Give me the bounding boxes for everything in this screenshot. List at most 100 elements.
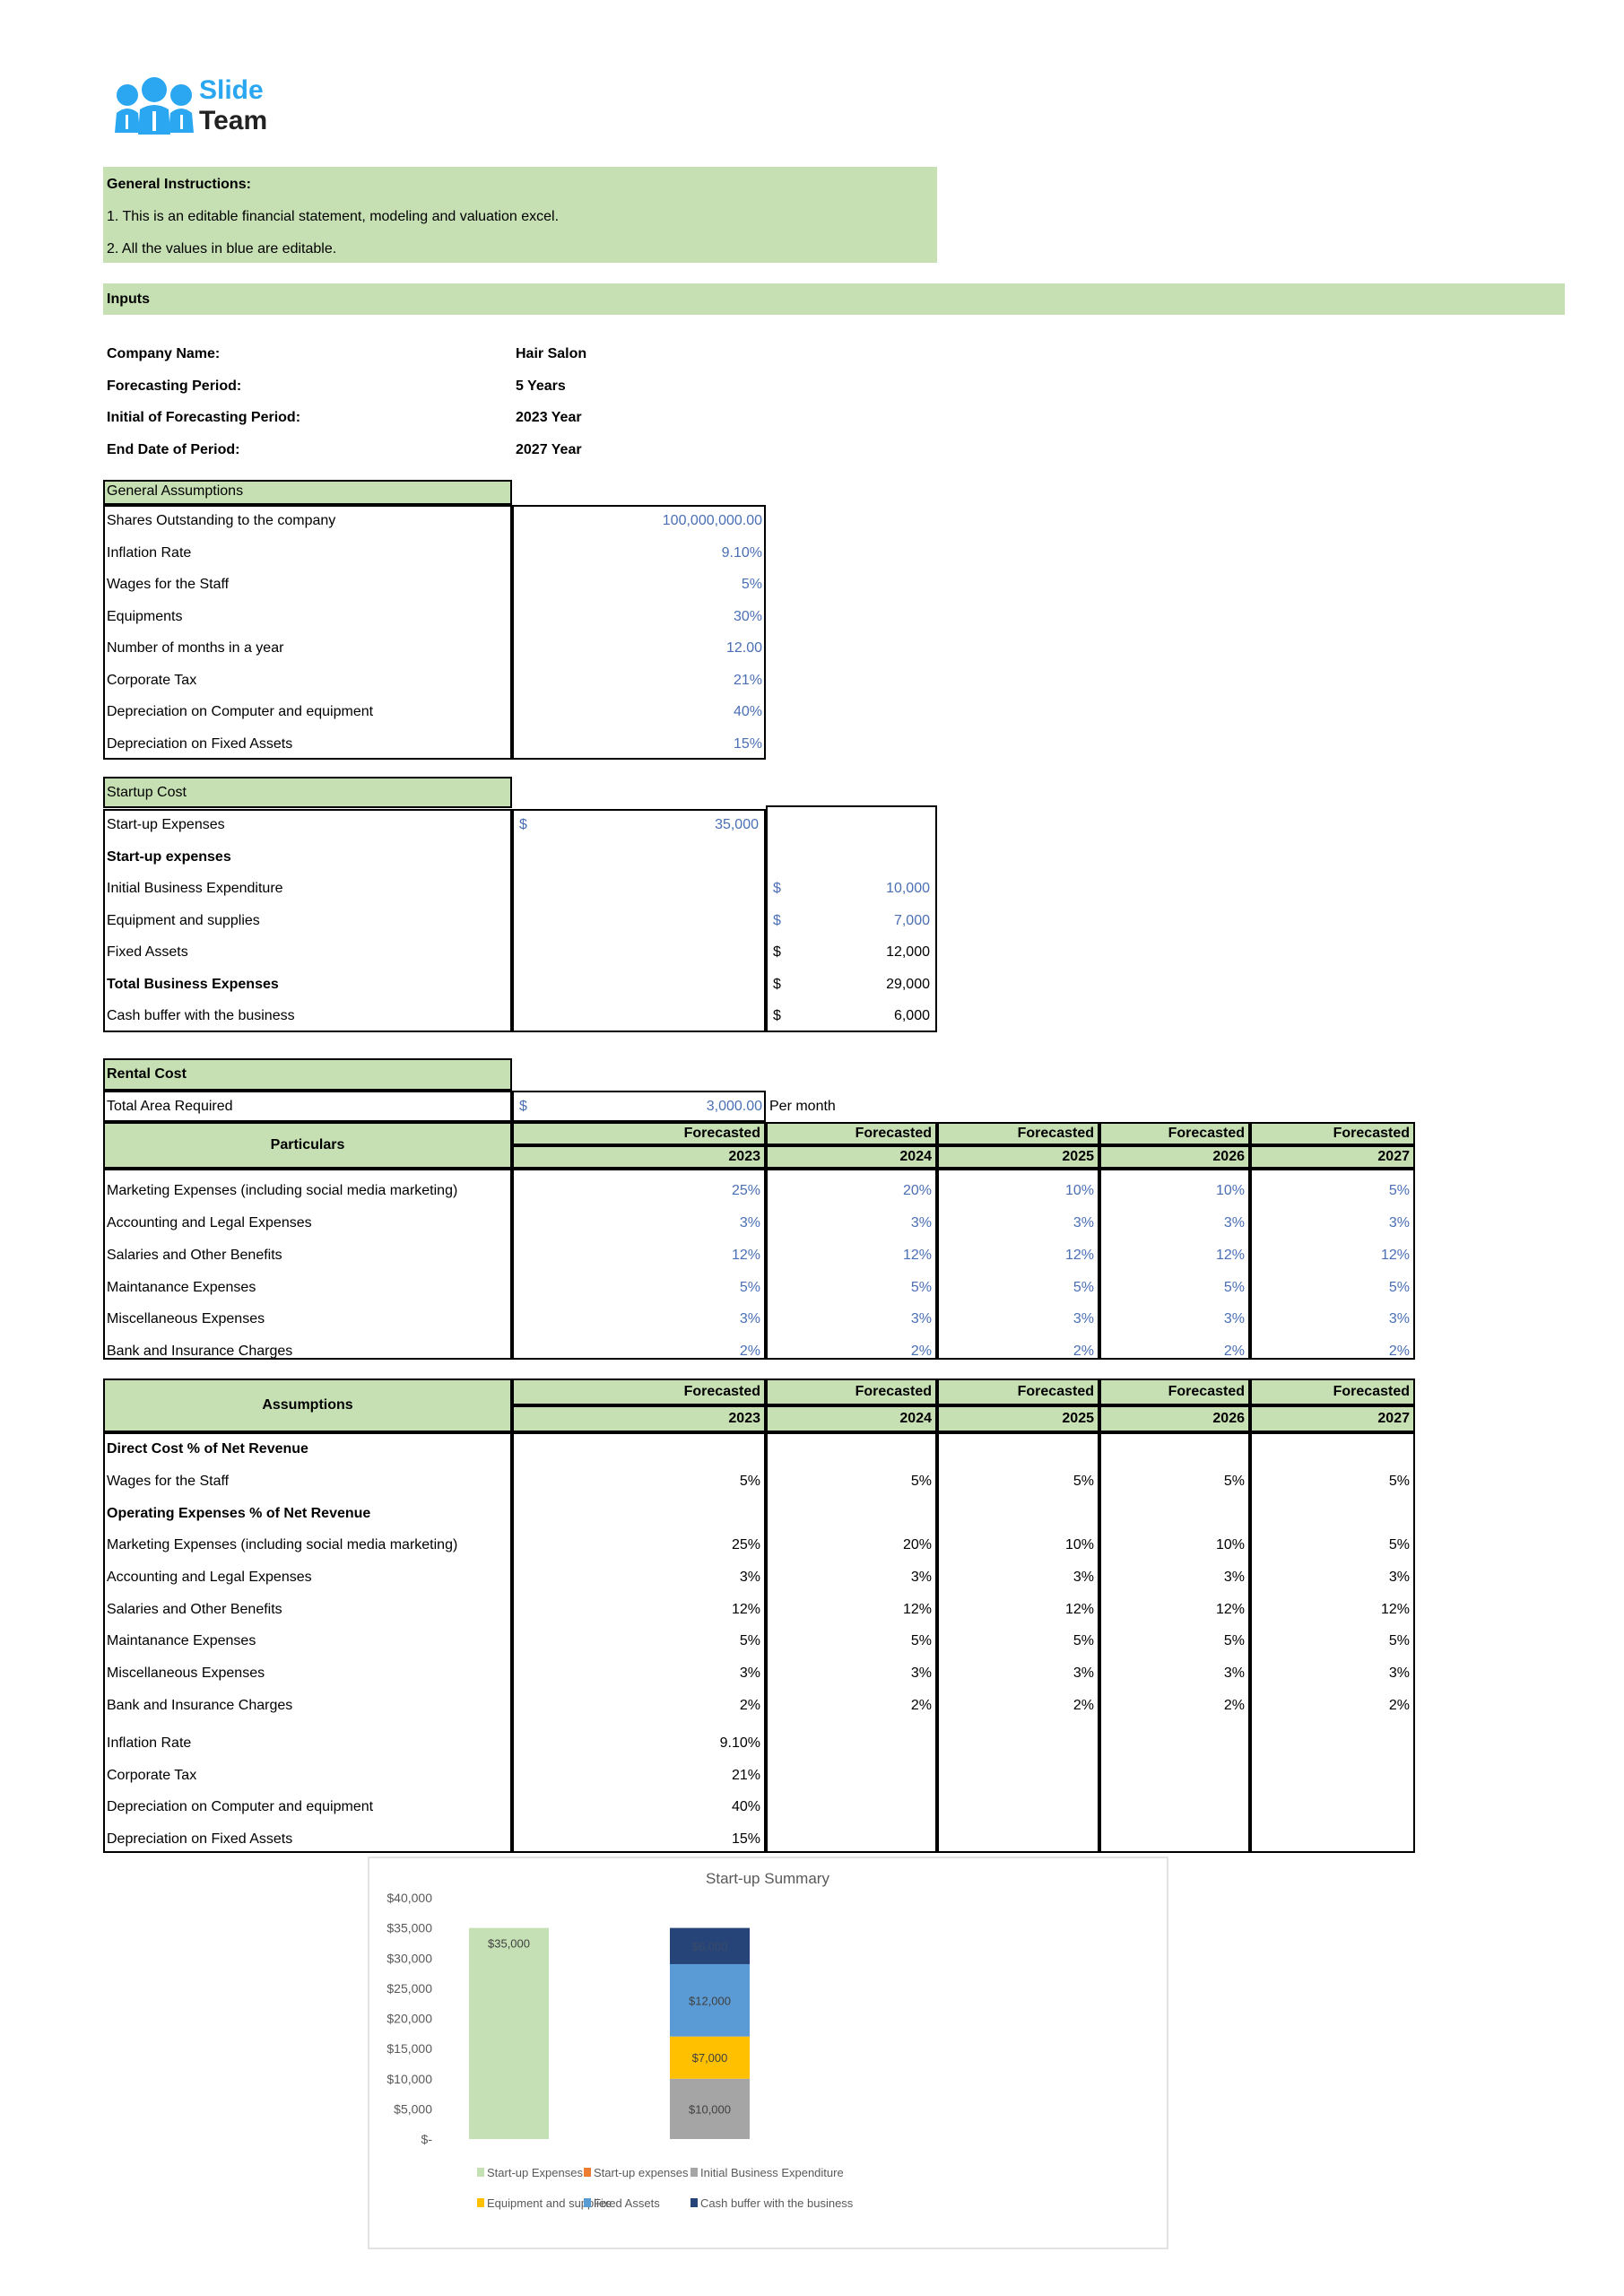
assumption-value[interactable]: 12.00 xyxy=(725,640,762,656)
row-value[interactable]: 12% xyxy=(902,1248,932,1263)
chart-title: Start-up Summary xyxy=(706,1870,829,1887)
assumption-value[interactable]: 15% xyxy=(733,735,762,752)
startup-label: Start-up Expenses xyxy=(107,817,225,832)
year-header-cell xyxy=(512,1145,766,1169)
row-value[interactable]: 5% xyxy=(910,1280,932,1295)
row-label: Accounting and Legal Expenses xyxy=(107,1570,312,1585)
row-label: Maintanance Expenses xyxy=(107,1280,256,1295)
row-value[interactable]: 3% xyxy=(910,1215,932,1231)
input-value[interactable]: 2027 Year xyxy=(516,441,582,457)
row-value[interactable]: 5% xyxy=(1073,1280,1094,1295)
row-label: Operating Expenses % of Net Revenue xyxy=(107,1506,371,1521)
row-value[interactable]: 3% xyxy=(1073,1311,1094,1326)
row-value[interactable]: 3% xyxy=(1073,1215,1094,1231)
row-value[interactable]: 10% xyxy=(1215,1183,1245,1198)
row-value[interactable]: 10% xyxy=(1064,1183,1094,1198)
startup-label-column xyxy=(103,809,512,1032)
particulars-value-column xyxy=(766,1169,937,1360)
legend-label: Cash buffer with the business xyxy=(700,2196,854,2210)
row-value: 3% xyxy=(1073,1665,1094,1681)
y-tick-label: $25,000 xyxy=(386,1981,432,1996)
particulars-label-column xyxy=(103,1169,512,1360)
assumption-value[interactable]: 5% xyxy=(741,577,762,592)
currency-symbol: $ xyxy=(519,817,527,832)
row-value: 20% xyxy=(902,1537,932,1552)
row-value[interactable]: 3% xyxy=(1223,1215,1245,1231)
row-value[interactable]: 3% xyxy=(739,1311,760,1326)
forecast-header-cell xyxy=(1250,1122,1415,1145)
row-value: 12% xyxy=(731,1602,760,1617)
year-label: 2023 xyxy=(728,1149,760,1164)
row-label: Salaries and Other Benefits xyxy=(107,1602,282,1617)
row-value[interactable]: 2% xyxy=(739,1344,760,1359)
row-value[interactable]: 2% xyxy=(1223,1344,1245,1359)
year-label: 2026 xyxy=(1212,1411,1245,1426)
row-value: 12% xyxy=(1064,1602,1094,1617)
instruction-line: 2. All the values in blue are editable. xyxy=(107,241,337,257)
row-label: Inflation Rate xyxy=(107,1735,192,1751)
startup-value[interactable]: 7,000 xyxy=(893,912,930,928)
input-value[interactable]: Hair Salon xyxy=(516,346,587,361)
row-value[interactable]: 5% xyxy=(739,1280,760,1295)
forecasted-label: Forecasted xyxy=(1017,1384,1094,1399)
bar-segment xyxy=(670,1927,750,1964)
total-area-value[interactable]: 3,000.00 xyxy=(706,1099,762,1114)
general-assumptions-header xyxy=(103,480,512,505)
assumptions-value-column xyxy=(1099,1432,1250,1853)
row-value: 12% xyxy=(902,1602,932,1617)
assumption-label: Number of months in a year xyxy=(107,640,284,656)
forecast-header-cell xyxy=(766,1378,937,1405)
inputs-bar xyxy=(103,283,1565,315)
year-header-cell xyxy=(766,1405,937,1432)
assumption-value[interactable]: 9.10% xyxy=(721,544,762,561)
row-value: 12% xyxy=(1215,1602,1245,1617)
row-label: Wages for the Staff xyxy=(107,1474,230,1489)
assumption-value[interactable]: 40% xyxy=(733,704,762,719)
row-value[interactable]: 3% xyxy=(739,1215,760,1231)
row-value[interactable]: 2% xyxy=(910,1344,932,1359)
assumption-value[interactable]: 100,000,000.00 xyxy=(662,513,762,528)
row-value[interactable]: 5% xyxy=(1388,1183,1410,1198)
row-value[interactable]: 5% xyxy=(1223,1280,1245,1295)
data-label: $7,000 xyxy=(692,2051,728,2065)
general-assumptions-title: General Assumptions xyxy=(107,483,244,499)
row-value[interactable]: 3% xyxy=(1388,1311,1410,1326)
row-value: 5% xyxy=(1388,1633,1410,1648)
startup-cost-title: Startup Cost xyxy=(107,785,187,800)
startup-label: Fixed Assets xyxy=(107,944,188,960)
row-value[interactable]: 12% xyxy=(1380,1248,1410,1263)
row-label: Bank and Insurance Charges xyxy=(107,1698,293,1713)
bar-segment xyxy=(670,2078,750,2139)
particulars-value-column xyxy=(512,1169,766,1360)
row-value: 5% xyxy=(1073,1474,1094,1489)
startup-cost-header xyxy=(103,777,512,808)
row-value[interactable]: 12% xyxy=(731,1248,760,1263)
assumption-label: Equipments xyxy=(107,608,183,624)
row-value[interactable]: 2% xyxy=(1073,1344,1094,1359)
row-value[interactable]: 3% xyxy=(1223,1311,1245,1326)
input-value[interactable]: 2023 Year xyxy=(516,410,582,426)
row-value[interactable]: 25% xyxy=(731,1183,760,1198)
assumption-value[interactable]: 21% xyxy=(733,672,762,688)
year-header-cell xyxy=(937,1405,1099,1432)
row-value[interactable]: 3% xyxy=(910,1311,932,1326)
input-label: Forecasting Period: xyxy=(107,378,242,394)
row-value[interactable]: 2% xyxy=(1388,1344,1410,1359)
total-area-label-cell xyxy=(103,1091,512,1122)
total-area-value-cell xyxy=(512,1091,766,1122)
row-value[interactable]: 20% xyxy=(902,1183,932,1198)
row-value[interactable]: 12% xyxy=(1215,1248,1245,1263)
assumptions-value-column xyxy=(766,1432,937,1853)
row-label: Marketing Expenses (including social med… xyxy=(107,1537,458,1552)
assumption-value[interactable]: 30% xyxy=(733,608,762,624)
slideteam-logo: Slide Team xyxy=(113,75,292,140)
row-value: 21% xyxy=(731,1768,760,1783)
startup-value[interactable]: 35,000 xyxy=(715,817,759,832)
row-value[interactable]: 3% xyxy=(1388,1215,1410,1231)
row-value[interactable]: 12% xyxy=(1064,1248,1094,1263)
row-value[interactable]: 5% xyxy=(1388,1280,1410,1295)
legend-label: Initial Business Expenditure xyxy=(700,2166,844,2179)
input-value[interactable]: 5 Years xyxy=(516,378,566,394)
startup-value[interactable]: 10,000 xyxy=(886,881,930,896)
rental-cost-title: Rental Cost xyxy=(107,1066,187,1082)
